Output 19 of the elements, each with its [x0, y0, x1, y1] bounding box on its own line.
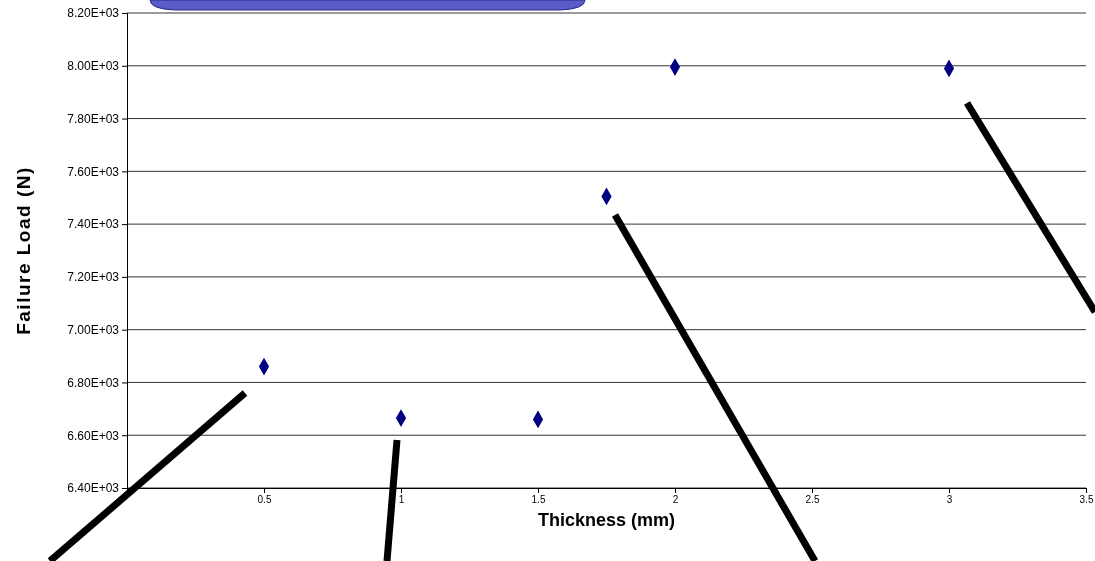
y-tick-label: 7.60E+03: [67, 164, 120, 179]
x-tick-label: 3.5: [1079, 494, 1094, 506]
y-tick-label: 7.20E+03: [67, 270, 120, 285]
x-axis-title: Thickness (mm): [537, 510, 676, 530]
x-tick-label: 3: [946, 494, 953, 506]
y-tick-label: 6.80E+03: [67, 375, 120, 390]
x-tick-label: 1.5: [531, 494, 546, 506]
x-tick-label: 2: [672, 494, 679, 506]
x-tick-label: 2.5: [805, 494, 820, 506]
y-tick-label: 7.40E+03: [67, 217, 120, 232]
y-tick-label: 8.20E+03: [67, 6, 120, 21]
y-tick-label: 8.00E+03: [67, 59, 120, 74]
x-tick-label: 0.5: [257, 494, 272, 506]
x-tick-label: 1: [398, 494, 405, 506]
y-tick-label: 7.80E+03: [67, 111, 120, 126]
y-tick-label: 6.60E+03: [67, 428, 120, 443]
y-tick-label: 7.00E+03: [67, 323, 120, 338]
y-axis-title: Failure Load (N): [13, 166, 34, 335]
y-tick-label: 6.40E+03: [67, 481, 120, 496]
